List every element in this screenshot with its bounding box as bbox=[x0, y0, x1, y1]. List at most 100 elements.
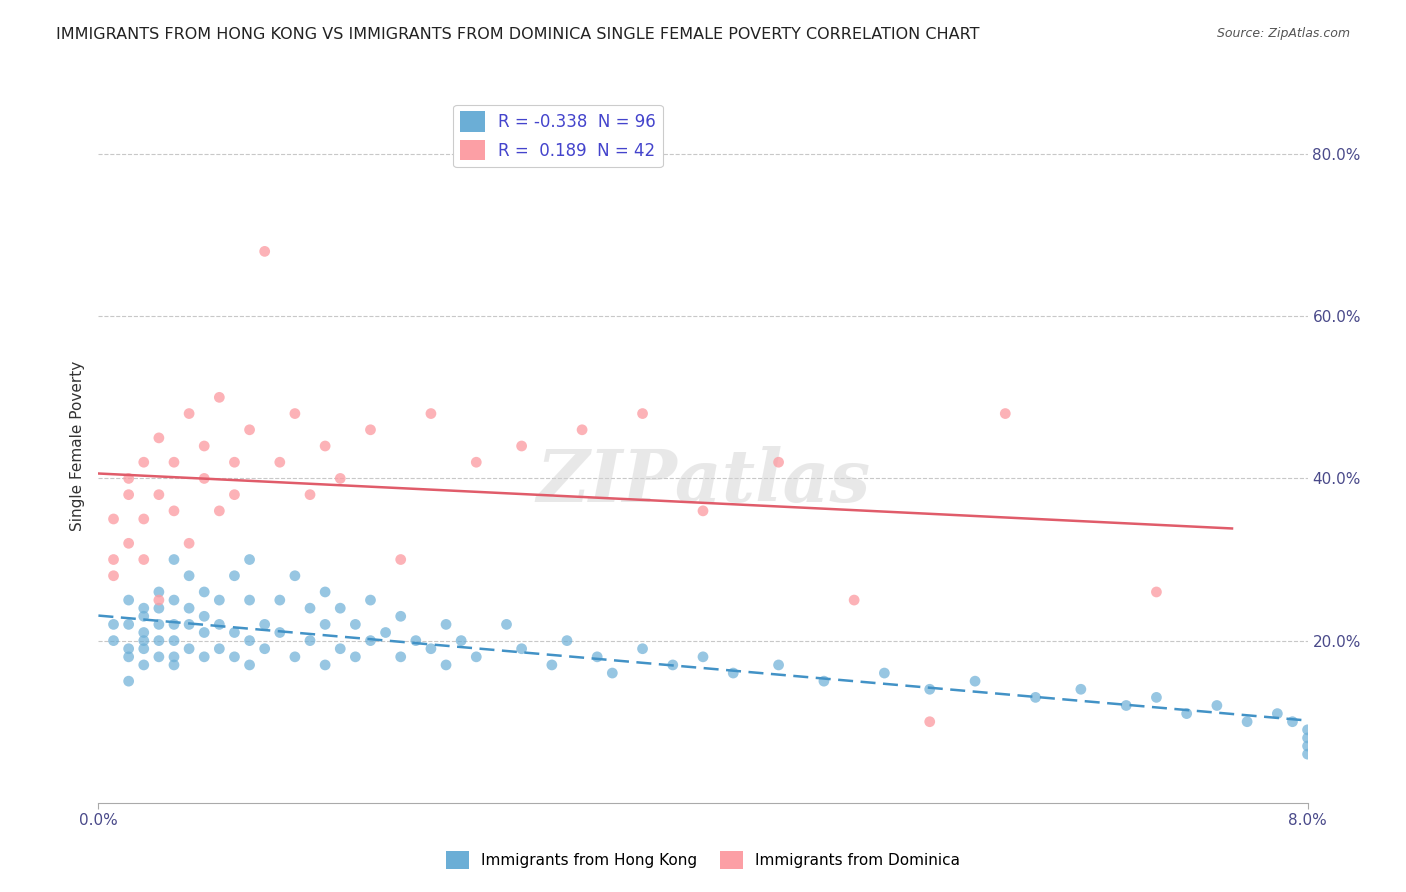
Point bbox=[179, 536, 201, 550]
Point bbox=[103, 552, 125, 566]
Point bbox=[723, 666, 745, 681]
Point bbox=[661, 657, 683, 672]
Point bbox=[555, 633, 578, 648]
Point bbox=[132, 552, 155, 566]
Point bbox=[193, 649, 215, 664]
Point bbox=[284, 568, 307, 582]
Point bbox=[132, 601, 155, 615]
Point bbox=[132, 512, 155, 526]
Point bbox=[118, 649, 141, 664]
Point bbox=[692, 504, 714, 518]
Point bbox=[148, 431, 170, 445]
Point bbox=[918, 714, 941, 729]
Point bbox=[602, 666, 624, 681]
Point bbox=[193, 585, 215, 599]
Point bbox=[434, 617, 457, 632]
Point bbox=[179, 641, 201, 656]
Point bbox=[103, 633, 125, 648]
Point bbox=[208, 617, 231, 632]
Point bbox=[239, 657, 262, 672]
Point bbox=[132, 633, 155, 648]
Point bbox=[118, 471, 141, 485]
Point bbox=[1296, 723, 1319, 737]
Point bbox=[239, 633, 262, 648]
Point bbox=[314, 439, 336, 453]
Point bbox=[1296, 731, 1319, 745]
Point bbox=[163, 617, 186, 632]
Point bbox=[299, 633, 322, 648]
Point bbox=[103, 617, 125, 632]
Point bbox=[299, 488, 322, 502]
Point bbox=[329, 601, 352, 615]
Point bbox=[224, 568, 246, 582]
Point bbox=[1025, 690, 1047, 705]
Point bbox=[163, 552, 186, 566]
Point bbox=[224, 649, 246, 664]
Point bbox=[586, 649, 609, 664]
Point bbox=[118, 593, 141, 607]
Point bbox=[193, 471, 215, 485]
Point bbox=[1175, 706, 1198, 721]
Point bbox=[269, 625, 291, 640]
Point bbox=[148, 633, 170, 648]
Point bbox=[844, 593, 866, 607]
Point bbox=[239, 423, 262, 437]
Point bbox=[132, 657, 155, 672]
Point bbox=[253, 244, 276, 259]
Point bbox=[344, 649, 367, 664]
Point bbox=[389, 609, 412, 624]
Point bbox=[118, 536, 141, 550]
Point bbox=[163, 504, 186, 518]
Point bbox=[389, 649, 412, 664]
Point bbox=[1146, 585, 1168, 599]
Point bbox=[208, 593, 231, 607]
Point bbox=[103, 512, 125, 526]
Text: Source: ZipAtlas.com: Source: ZipAtlas.com bbox=[1216, 27, 1350, 40]
Point bbox=[224, 488, 246, 502]
Point bbox=[329, 471, 352, 485]
Point bbox=[224, 625, 246, 640]
Point bbox=[389, 552, 412, 566]
Point bbox=[148, 649, 170, 664]
Point bbox=[193, 625, 215, 640]
Point bbox=[344, 617, 367, 632]
Point bbox=[208, 504, 231, 518]
Point bbox=[465, 455, 488, 469]
Point bbox=[148, 593, 170, 607]
Point bbox=[329, 641, 352, 656]
Point bbox=[540, 657, 562, 672]
Point bbox=[434, 657, 457, 672]
Text: ZIPatlas: ZIPatlas bbox=[536, 446, 870, 517]
Point bbox=[1146, 690, 1168, 705]
Point bbox=[118, 488, 141, 502]
Point bbox=[163, 593, 186, 607]
Point bbox=[873, 666, 896, 681]
Point bbox=[148, 601, 170, 615]
Point bbox=[179, 617, 201, 632]
Legend: Immigrants from Hong Kong, Immigrants from Dominica: Immigrants from Hong Kong, Immigrants fr… bbox=[440, 845, 966, 875]
Point bbox=[1115, 698, 1137, 713]
Point bbox=[299, 601, 322, 615]
Point bbox=[179, 601, 201, 615]
Point bbox=[163, 649, 186, 664]
Point bbox=[692, 649, 714, 664]
Point bbox=[374, 625, 396, 640]
Y-axis label: Single Female Poverty: Single Female Poverty bbox=[69, 361, 84, 531]
Point bbox=[768, 657, 790, 672]
Point bbox=[118, 641, 141, 656]
Point bbox=[1281, 714, 1303, 729]
Point bbox=[239, 593, 262, 607]
Point bbox=[360, 633, 382, 648]
Point bbox=[813, 674, 835, 689]
Point bbox=[450, 633, 472, 648]
Point bbox=[132, 625, 155, 640]
Point bbox=[965, 674, 987, 689]
Point bbox=[510, 439, 533, 453]
Legend: R = -0.338  N = 96, R =  0.189  N = 42: R = -0.338 N = 96, R = 0.189 N = 42 bbox=[453, 104, 662, 167]
Point bbox=[239, 552, 262, 566]
Point bbox=[1206, 698, 1229, 713]
Point bbox=[193, 609, 215, 624]
Point bbox=[495, 617, 517, 632]
Point bbox=[132, 455, 155, 469]
Point bbox=[179, 568, 201, 582]
